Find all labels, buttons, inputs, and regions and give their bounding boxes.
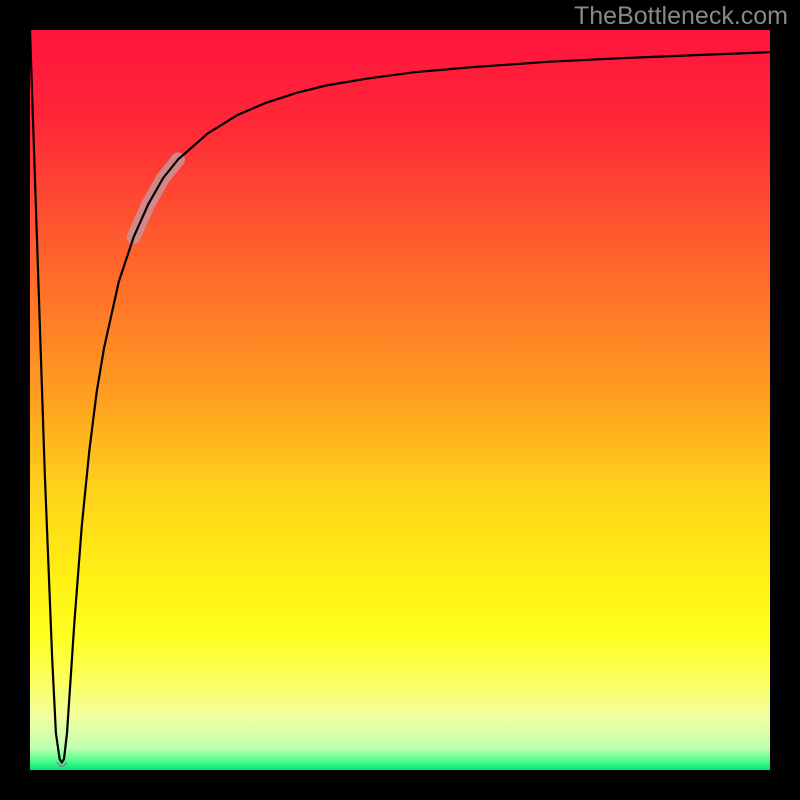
chart-plot-background [30,30,770,770]
bottleneck-chart [0,0,800,800]
watermark-text: TheBottleneck.com [574,2,788,31]
chart-frame: TheBottleneck.com [0,0,800,800]
